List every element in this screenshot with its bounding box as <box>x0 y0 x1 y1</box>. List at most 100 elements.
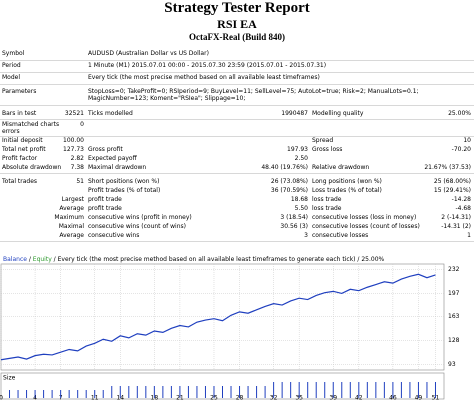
stat-label: consecutive wins <box>88 232 140 239</box>
ea-name: RSI EA <box>217 17 257 31</box>
row-label: Model <box>2 74 21 81</box>
stat-value: 2 (-14.31) <box>441 214 471 221</box>
stat-label: profit trade <box>88 196 122 203</box>
legend-entry: Every tick (the most precise method base… <box>58 256 356 263</box>
stat-value: -14.28 <box>451 196 471 203</box>
stat-label: Loss trades (% of total) <box>312 187 382 194</box>
stat-label: Initial deposit <box>2 137 43 144</box>
stat-value: 2.50 <box>294 155 308 162</box>
stat-label: Absolute drawdown <box>2 164 62 171</box>
stat-label: Relative drawdown <box>312 164 370 171</box>
stat-label: loss trade <box>312 205 342 212</box>
stat-value: 26 (73.08%) <box>270 178 308 185</box>
stat-value: 2.82 <box>70 155 84 162</box>
legend-entry: 25.00% <box>361 256 384 263</box>
balance-chart: Balance / Equity / Every tick (the most … <box>0 256 460 400</box>
stat-label: Spread <box>312 137 334 144</box>
stat-label: Total trades <box>2 178 38 185</box>
row-separator <box>0 241 474 242</box>
stat-label: loss trade <box>312 196 342 203</box>
row-label: Symbol <box>2 50 25 57</box>
row-value: AUDUSD (Australian Dollar vs US Dollar) <box>88 50 209 57</box>
stat-value: 18.68 <box>290 196 308 203</box>
stat-value: 1 <box>467 232 471 239</box>
stat-value: 32521 <box>64 110 84 117</box>
stat-label: Modelling quality <box>312 110 364 117</box>
row-separator <box>0 72 474 73</box>
stat-label: consecutive losses <box>312 232 369 239</box>
balance-line <box>0 273 436 361</box>
row-label: Period <box>2 62 21 69</box>
stat-value: 3 <box>304 232 308 239</box>
legend-entry: Balance <box>3 256 27 263</box>
stat-value: Average <box>59 232 84 239</box>
stat-label: Long positions (won %) <box>312 178 382 185</box>
stat-value: 3 (18.54) <box>280 214 308 221</box>
stat-value: 48.40 (19.76%) <box>261 164 308 171</box>
stat-value: -14.31 (2) <box>441 223 471 230</box>
stat-value: Maximal <box>58 223 84 230</box>
y-tick-label: 197 <box>448 290 460 297</box>
stat-value: 51 <box>76 178 84 185</box>
row-value: Every tick (the most precise method base… <box>88 74 320 81</box>
stat-label: Bars in test <box>2 110 37 117</box>
stat-label: consecutive wins (count of wins) <box>88 223 186 230</box>
stat-label: Gross loss <box>312 146 343 153</box>
stat-value: 7.38 <box>70 164 84 171</box>
stat-value: 5.50 <box>294 205 308 212</box>
stat-value: -4.68 <box>455 205 471 212</box>
x-tick-label: 0 <box>0 395 3 400</box>
row-separator <box>0 119 474 120</box>
y-tick-label: 93 <box>448 361 456 368</box>
server-name: OctaFX-Real (Build 840) <box>189 32 285 42</box>
stat-value: 25.00% <box>448 110 471 117</box>
stat-label: Maximal drawdown <box>88 164 147 171</box>
row-separator <box>0 136 474 137</box>
row-label: Parameters <box>2 88 37 95</box>
y-tick-label: 232 <box>448 266 460 273</box>
stat-label: Short positions (won %) <box>88 178 160 185</box>
stat-value: 36 (70.59%) <box>270 187 308 194</box>
stat-value: 127.73 <box>63 146 84 153</box>
stat-value: Largest <box>61 196 84 203</box>
stat-label: Gross profit <box>88 146 123 153</box>
stat-value: 0 <box>80 121 84 128</box>
row-value: 1 Minute (M1) 2015.07.01 00:00 - 2015.07… <box>88 62 327 69</box>
legend: Balance / Equity / Every tick (the most … <box>3 256 385 263</box>
stat-value: 10 <box>463 137 471 144</box>
stat-value: Average <box>59 205 84 212</box>
y-tick-label: 128 <box>448 337 460 344</box>
stat-value: -70.20 <box>451 146 471 153</box>
stat-label: consecutive wins (profit in money) <box>88 214 192 221</box>
stat-label: Profit factor <box>2 155 38 162</box>
report-title: Strategy Tester Report <box>164 0 310 16</box>
stat-label: Total net profit <box>2 146 46 153</box>
row-separator <box>0 173 474 174</box>
size-label: Size <box>3 375 16 382</box>
stat-value: 197.93 <box>287 146 308 153</box>
y-tick-label: 163 <box>448 313 460 320</box>
stat-value: 30.56 (3) <box>280 223 308 230</box>
stat-label: Profit trades (% of total) <box>88 187 161 194</box>
row-value: StopLoss=0; TakeProfit=0; RSIperiod=9; B… <box>88 88 419 102</box>
stat-label: Ticks modelled <box>88 110 133 117</box>
stat-label: Expected payoff <box>88 155 137 162</box>
legend-entry: Equity <box>33 256 52 263</box>
row-separator <box>0 105 474 106</box>
row-separator <box>0 60 474 61</box>
legend-separator: / <box>356 256 362 263</box>
row-separator <box>0 84 474 85</box>
stat-label: Mismatched charts errors <box>2 121 60 135</box>
legend-separator: / <box>52 256 58 263</box>
stat-value: 100.00 <box>63 137 84 144</box>
plot-frame <box>0 263 445 371</box>
stat-value: Maximum <box>54 214 84 221</box>
stat-value: 25 (68.00%) <box>433 178 471 185</box>
stat-label: consecutive losses (count of losses) <box>312 223 420 230</box>
stat-value: 21.67% (37.53) <box>424 164 471 171</box>
stat-label: consecutive losses (loss in money) <box>312 214 417 221</box>
stat-value: 15 (29.41%) <box>433 187 471 194</box>
stat-label: profit trade <box>88 205 122 212</box>
stat-value: 1990487 <box>281 110 308 117</box>
